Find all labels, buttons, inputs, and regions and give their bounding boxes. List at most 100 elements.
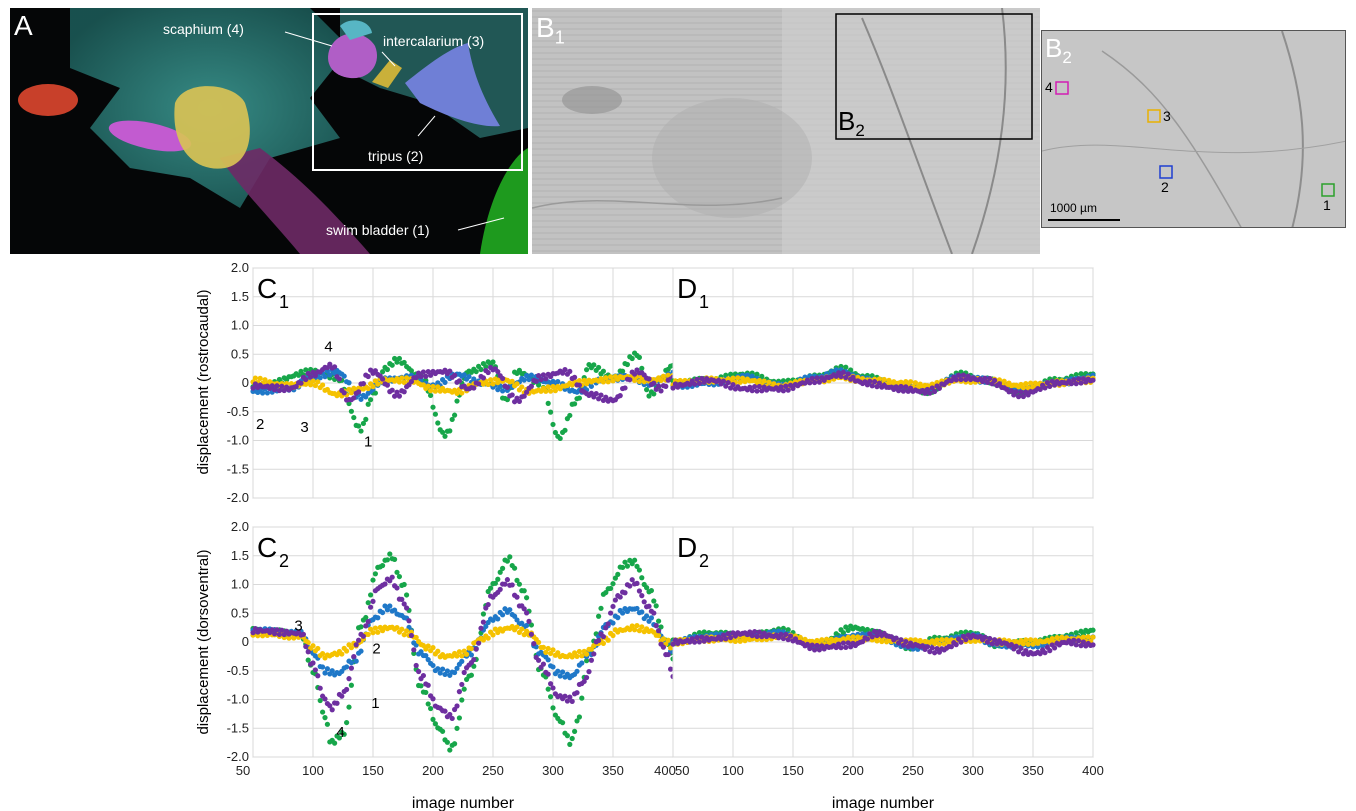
series-4-point [543, 376, 549, 382]
series-2-point [483, 623, 489, 630]
series-2-point [555, 668, 561, 674]
panel-letter: D [677, 532, 697, 563]
series-2-point [560, 669, 566, 675]
series-3-point [257, 375, 263, 381]
marker-1-box [1321, 183, 1335, 197]
series-4-point [898, 383, 904, 390]
series-1-point [480, 611, 486, 617]
series-1-point [332, 740, 338, 746]
series-1-point [428, 705, 434, 712]
series-3-point [584, 651, 590, 657]
marker-2-label: 2 [1161, 179, 1169, 195]
series-2-point [444, 668, 450, 674]
series-4-point [459, 681, 465, 688]
series-1-point [356, 423, 362, 429]
series-3-point [855, 634, 861, 640]
series-2-point [260, 390, 266, 396]
series-4-point [932, 650, 938, 656]
series-4-point [272, 387, 278, 393]
series-3-point [576, 378, 583, 384]
series-4-point [989, 641, 995, 647]
series-3-point [1054, 634, 1060, 641]
series-1-point [324, 721, 330, 727]
series-4-point [504, 384, 510, 390]
series-1-point [488, 585, 494, 591]
series-3-point [1059, 634, 1065, 640]
series-1-point [372, 390, 378, 396]
series-2-point [511, 613, 518, 619]
series-4-point [500, 375, 506, 382]
series-1-point [754, 371, 760, 377]
series-4-point [670, 641, 676, 647]
series-2-point [528, 372, 535, 378]
series-4-point [250, 630, 256, 636]
series-4-point [1049, 378, 1055, 384]
series-1-point [591, 362, 597, 368]
swim-bladder-shape [480, 148, 528, 254]
series-2-point [644, 613, 650, 619]
series-4-point [936, 385, 943, 391]
series-4-point [536, 373, 542, 379]
series-2-point [557, 673, 563, 679]
panel-letter-sub: 1 [699, 292, 709, 312]
series-3-point [629, 623, 635, 629]
series-2-point [358, 396, 364, 402]
series-4-point [651, 610, 657, 616]
series-3-point [339, 651, 345, 657]
series-4-point [812, 379, 818, 386]
series-4-point [992, 377, 998, 383]
series-2-point [322, 374, 328, 380]
series-4-point [478, 625, 484, 631]
series-1-point [567, 741, 573, 747]
series-3-point [576, 648, 583, 655]
series-4-point [310, 660, 316, 666]
series-4-point [480, 619, 486, 625]
series-3-point [348, 390, 354, 396]
series-4-point [699, 375, 705, 382]
series-4-point [692, 381, 698, 387]
series-4-point [413, 375, 419, 381]
series-4-point [692, 639, 698, 645]
series-4-point [1013, 389, 1019, 395]
series-4-point [447, 368, 453, 374]
series-4-point [924, 386, 931, 393]
series-4-point [1018, 389, 1024, 395]
series-2-point [341, 373, 347, 379]
series-4-point [864, 636, 871, 642]
series-4-point [872, 379, 878, 385]
y-tick-label: 1.5 [231, 289, 249, 304]
series-4-point [1090, 377, 1096, 383]
series-1-point [516, 581, 523, 587]
series-4-point [353, 642, 359, 648]
series-4-point [473, 646, 479, 652]
series-4-point [425, 682, 431, 688]
series-2-point [634, 605, 640, 612]
series-1-point [504, 397, 510, 403]
series-3-point [569, 382, 575, 388]
series-3-point [365, 385, 371, 392]
series-1-point [545, 686, 551, 692]
series-3-point [1085, 634, 1091, 640]
series-4-point [538, 376, 544, 383]
series-4-point [495, 369, 501, 375]
series-4-point [329, 707, 335, 713]
series-3-point [730, 375, 736, 381]
series-1-point [636, 567, 643, 573]
marker-4-label: 4 [1045, 79, 1053, 95]
series-3-point [545, 384, 551, 390]
series-2-point [507, 607, 513, 613]
series-2-point [459, 658, 465, 664]
series-4-point [598, 392, 604, 398]
series-3-point [677, 377, 683, 384]
series-4-point [634, 580, 640, 586]
series-4-point [533, 378, 539, 384]
series-4-point [423, 373, 429, 379]
series-3-point [305, 639, 311, 646]
series-4-point [1078, 643, 1084, 649]
series-4-point [317, 685, 323, 691]
series-3-point [399, 375, 405, 381]
series-4-point [898, 637, 904, 643]
series-1-point [396, 355, 402, 362]
series-1-point [548, 409, 554, 415]
series-1-point [435, 420, 441, 426]
